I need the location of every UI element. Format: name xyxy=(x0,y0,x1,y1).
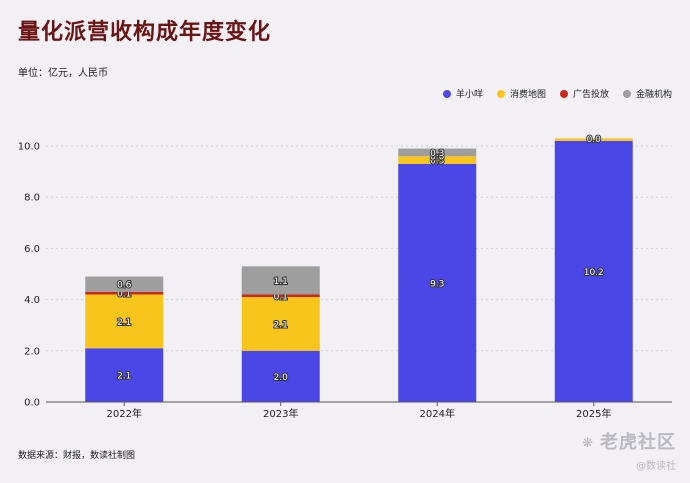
data-label: 0.6 xyxy=(117,281,132,291)
legend-label: 消费地图 xyxy=(509,90,546,100)
watermark-main: 老虎社区 xyxy=(600,432,676,453)
legend-label: 金融机构 xyxy=(635,90,672,100)
bar-segment xyxy=(554,138,633,141)
y-tick-label: 4.0 xyxy=(24,295,40,306)
stacked-bar-chart: 0.02.04.06.08.010.02.12.10.10.62022年2.02… xyxy=(18,134,672,420)
watermark-sub: @数读社 xyxy=(636,461,676,472)
legend-swatch xyxy=(496,89,505,98)
data-label: 0.3 xyxy=(430,157,444,167)
legend-swatch xyxy=(559,89,568,98)
x-tick-label: 2025年 xyxy=(576,407,611,420)
y-tick-label: 0.0 xyxy=(24,398,40,409)
y-tick-label: 10.0 xyxy=(18,142,40,153)
data-label: 0.0 xyxy=(587,135,602,145)
bar-segment xyxy=(398,156,477,164)
bar-segment xyxy=(398,148,477,157)
bar-segment xyxy=(554,140,633,402)
chart-title: 量化派营收构成年度变化 xyxy=(18,20,272,45)
data-label: 1.1 xyxy=(274,277,288,287)
legend-swatch xyxy=(622,89,631,98)
data-label: 0.3 xyxy=(430,149,444,159)
bar-segment xyxy=(241,350,320,402)
watermark: ❋ 老虎社区 @数读社 xyxy=(582,428,676,472)
bar-segment xyxy=(85,294,164,349)
legend: 羊小咩 消费地图 广告投放 金融机构 xyxy=(442,87,672,100)
legend-label: 羊小咩 xyxy=(455,90,483,100)
x-tick-label: 2023年 xyxy=(263,407,298,420)
data-label: 2.1 xyxy=(274,320,288,330)
bar-segment xyxy=(398,163,477,402)
x-tick-label: 2022年 xyxy=(107,407,142,420)
data-label: 9.3 xyxy=(430,279,444,289)
y-tick-label: 6.0 xyxy=(24,244,40,255)
data-source: 数据来源：财报，数读社制图 xyxy=(18,451,136,461)
bar-segment xyxy=(241,297,320,351)
x-tick-label: 2024年 xyxy=(420,407,455,420)
legend-item-0: 羊小咩 xyxy=(442,87,483,100)
y-tick-label: 2.0 xyxy=(24,346,40,357)
bar-segment xyxy=(241,266,320,295)
legend-swatch xyxy=(442,89,451,98)
data-label: 10.2 xyxy=(584,268,604,278)
legend-label: 广告投放 xyxy=(572,90,609,100)
data-label: 2.1 xyxy=(117,372,131,382)
legend-item-3: 金融机构 xyxy=(622,87,672,100)
bar-segment xyxy=(241,294,320,298)
tiger-icon: ❋ xyxy=(582,435,594,451)
bar-segment xyxy=(85,276,164,292)
data-label: 2.0 xyxy=(274,373,289,383)
bar-segment xyxy=(85,291,164,295)
bar-segment xyxy=(85,348,164,402)
legend-item-2: 广告投放 xyxy=(559,87,609,100)
data-label: 2.1 xyxy=(117,318,131,328)
legend-item-1: 消费地图 xyxy=(496,87,546,100)
y-tick-label: 8.0 xyxy=(24,193,40,204)
unit-label: 单位：亿元，人民币 xyxy=(18,68,108,79)
